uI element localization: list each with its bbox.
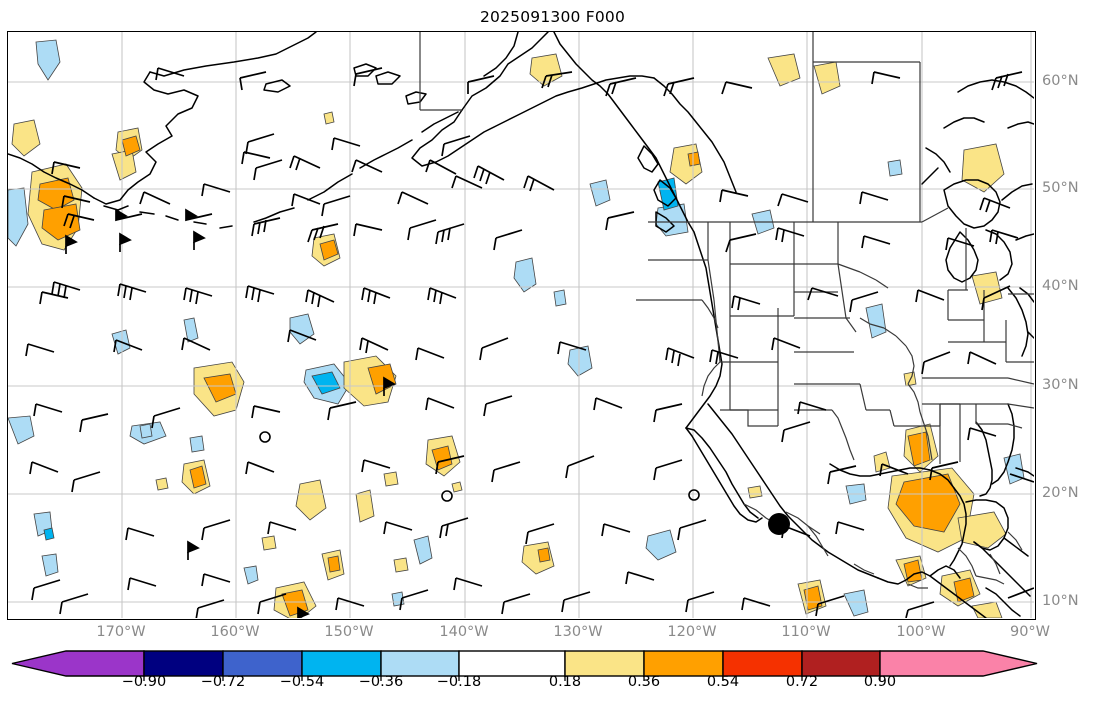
cbar-swatch — [722, 650, 803, 677]
colorbar-tick-label: −0.18 — [436, 674, 482, 690]
lat-tick-label: 30°N — [1042, 377, 1079, 393]
map-plot-area — [8, 32, 1034, 618]
cbar-swatch — [222, 650, 303, 677]
lat-tick-label: 10°N — [1042, 593, 1079, 609]
lat-tick-label: 40°N — [1042, 278, 1079, 294]
lon-tick-label: 100°W — [896, 624, 946, 640]
cbar-swatch — [301, 650, 382, 677]
lon-tick-label: 130°W — [553, 624, 603, 640]
lon-tick-label: 170°W — [96, 624, 146, 640]
calm-wind-marker — [768, 513, 790, 535]
colorbar-tick-label: −0.90 — [121, 674, 167, 690]
colorbar-tick-label: −0.72 — [200, 674, 246, 690]
lon-tick-label: 90°W — [1009, 624, 1051, 640]
colorbar-tick-label: 0.90 — [863, 674, 897, 690]
cbar-swatch — [380, 650, 460, 677]
colorbar: −0.90 −0.72 −0.54 −0.36 −0.18 0.18 0.36 … — [0, 646, 1105, 712]
colorbar-tick-label: 0.54 — [706, 674, 740, 690]
lon-tick-label: 110°W — [781, 624, 831, 640]
coastlines — [8, 32, 1034, 618]
anomaly-shading — [8, 39, 1025, 618]
lon-tick-label: 150°W — [324, 624, 374, 640]
lat-tick-label: 20°N — [1042, 485, 1079, 501]
lat-tick-label: 60°N — [1042, 73, 1079, 89]
colorbar-swatches — [11, 650, 1038, 681]
colorbar-tick-label: 0.36 — [627, 674, 661, 690]
wind-barbs — [25, 67, 1034, 618]
colorbar-tick-label: −0.36 — [358, 674, 404, 690]
lon-tick-label: 120°W — [667, 624, 717, 640]
cbar-swatch — [801, 650, 881, 677]
map-gridlines — [8, 32, 1034, 618]
colorbar-tick-label: 0.72 — [785, 674, 819, 690]
cbar-swatch — [643, 650, 724, 677]
cbar-swatch — [458, 650, 566, 677]
lat-tick-label: 50°N — [1042, 180, 1079, 196]
cbar-under-swatch — [11, 650, 145, 677]
colorbar-tick-label: 0.18 — [548, 674, 582, 690]
map-axes — [7, 31, 1036, 620]
colorbar-tick-label: −0.54 — [279, 674, 325, 690]
lon-tick-label: 140°W — [439, 624, 489, 640]
lon-tick-label: 160°W — [210, 624, 260, 640]
cbar-over-swatch — [879, 650, 1038, 677]
cbar-swatch — [143, 650, 224, 677]
page-title: 2025091300 F000 — [479, 8, 626, 26]
cbar-swatch — [564, 650, 645, 677]
